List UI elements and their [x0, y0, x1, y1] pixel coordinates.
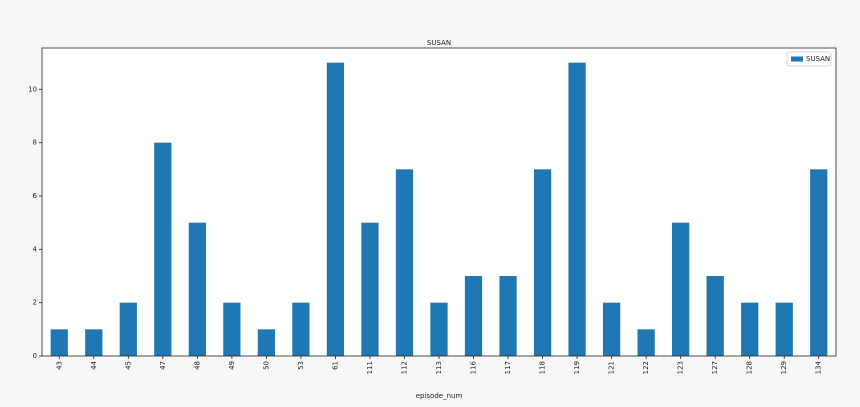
x-tick-label: 47: [159, 361, 167, 370]
bar: [464, 276, 483, 356]
x-tick-label: 44: [90, 360, 98, 369]
x-tick-label: 48: [193, 361, 201, 370]
x-tick-label: 111: [366, 361, 374, 374]
bar: [672, 222, 690, 356]
axes-frame: [41, 47, 837, 357]
x-tick-label: 45: [124, 361, 132, 370]
bar: [188, 222, 206, 356]
bar: [810, 169, 828, 356]
bar: [775, 302, 793, 356]
y-tick-label: 10: [28, 85, 37, 93]
bar: [257, 329, 276, 356]
bar: [326, 62, 345, 357]
bar: [50, 329, 68, 356]
x-tick-label: 129: [780, 361, 788, 374]
x-tick-label: 123: [677, 361, 685, 374]
x-tick-label: 134: [815, 360, 823, 374]
y-tick-label: 0: [33, 352, 37, 360]
x-tick-label: 50: [262, 361, 270, 370]
bar: [533, 169, 552, 356]
bar: [741, 302, 759, 356]
bar: [85, 329, 103, 356]
x-tick-label: 117: [504, 361, 512, 374]
legend-box: [786, 51, 832, 67]
x-tick-label: 128: [746, 361, 754, 374]
x-tick-label: 118: [539, 361, 547, 374]
bar: [119, 302, 137, 356]
legend-swatch: [791, 56, 803, 62]
x-tick-label: 121: [608, 361, 616, 374]
x-tick-label: 112: [400, 361, 408, 374]
bar: [154, 142, 172, 356]
y-tick-label: 8: [33, 139, 37, 147]
bar: [568, 62, 586, 357]
x-tick-label: 49: [228, 361, 236, 370]
bar: [292, 302, 310, 356]
bar: [223, 302, 241, 356]
y-tick-label: 2: [33, 299, 37, 307]
y-tick-label: 6: [33, 192, 38, 200]
x-tick-label: 116: [470, 360, 478, 374]
y-tick-label: 4: [33, 245, 38, 253]
bar: [361, 222, 379, 356]
bar: [430, 302, 448, 356]
x-tick-label: 119: [573, 361, 581, 374]
x-tick-label: 113: [435, 361, 443, 374]
x-axis-label: episode_num: [416, 392, 463, 400]
bar: [637, 329, 655, 356]
bar: [706, 276, 724, 356]
chart-title: SUSAN: [427, 39, 451, 47]
bar: [499, 276, 517, 356]
bar: [395, 169, 414, 356]
x-tick-label: 127: [711, 361, 719, 374]
x-tick-label: 122: [642, 361, 650, 374]
legend-label: SUSAN: [806, 55, 830, 63]
x-tick-label: 53: [297, 361, 305, 370]
x-tick-label: 43: [55, 361, 63, 370]
bar: [602, 302, 621, 356]
x-tick-label: 61: [331, 361, 339, 370]
